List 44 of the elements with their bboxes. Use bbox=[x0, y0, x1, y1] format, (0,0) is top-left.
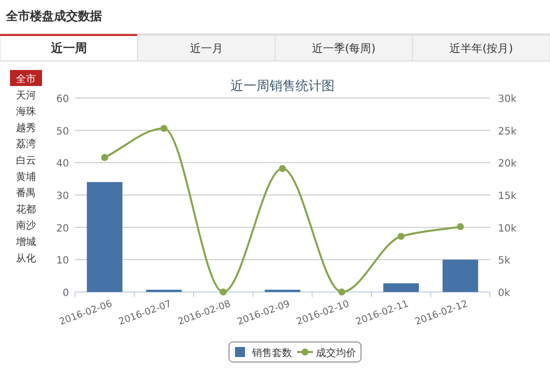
bar bbox=[383, 283, 419, 292]
y-tick-label: 20 bbox=[56, 223, 69, 234]
y2-tick-label: 30k bbox=[498, 94, 517, 105]
text: 番禺 bbox=[16, 187, 36, 200]
y-tick-label: 40 bbox=[56, 158, 69, 170]
y2-tick-label: 0k bbox=[498, 288, 510, 299]
text: 近一月 bbox=[190, 42, 223, 55]
text: 近一周 bbox=[50, 41, 87, 55]
text: 从化 bbox=[16, 252, 36, 264]
y2-tick-label: 25k bbox=[498, 126, 517, 138]
y2-tick-label: 10k bbox=[498, 223, 517, 234]
legend-label: 成交均价 bbox=[316, 347, 356, 359]
text: 全市 bbox=[16, 73, 36, 85]
text: 白云 bbox=[16, 154, 36, 166]
point bbox=[456, 223, 464, 230]
chart-title: 近一周销售统计图 bbox=[230, 79, 334, 94]
point bbox=[279, 164, 286, 172]
y2-tick-label: 20k bbox=[498, 158, 517, 170]
text: 越秀 bbox=[16, 122, 36, 134]
text: 增城 bbox=[15, 236, 36, 248]
point bbox=[160, 124, 168, 132]
text: 海珠 bbox=[16, 106, 36, 118]
y-tick-label: 10 bbox=[56, 256, 69, 267]
text: 天河 bbox=[16, 89, 36, 102]
text: 花都 bbox=[16, 203, 36, 216]
y2-tick-label: 15k bbox=[498, 191, 517, 202]
text: 近半年(按月) bbox=[449, 42, 514, 55]
text: 近一季(每周) bbox=[312, 42, 376, 55]
legend-label: 销售套数 bbox=[251, 347, 292, 359]
y2-tick-label: 5k bbox=[498, 256, 510, 267]
point bbox=[220, 288, 227, 296]
bar bbox=[442, 260, 478, 292]
y-tick-label: 30 bbox=[56, 191, 69, 202]
y-tick-label: 0 bbox=[62, 288, 69, 299]
y-tick-label: 60 bbox=[56, 94, 69, 105]
text: 南沙 bbox=[16, 220, 36, 232]
text: 黄埔 bbox=[16, 170, 36, 183]
text: 荔湾 bbox=[16, 138, 36, 150]
point bbox=[398, 232, 405, 240]
text: 全市楼盘成交数据 bbox=[5, 9, 102, 23]
point bbox=[338, 288, 346, 296]
bar bbox=[86, 182, 122, 292]
y-tick-label: 50 bbox=[56, 126, 69, 138]
point bbox=[101, 154, 108, 161]
